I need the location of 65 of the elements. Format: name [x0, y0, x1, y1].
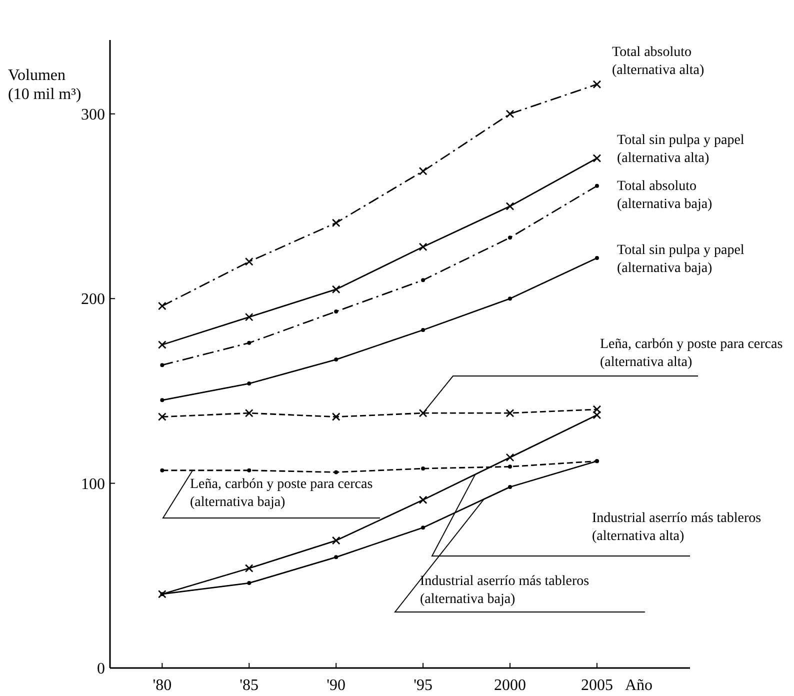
- point: [334, 470, 338, 474]
- point: [506, 453, 514, 462]
- point: [592, 405, 602, 414]
- y-tick-label: 0: [97, 660, 105, 678]
- point: [421, 466, 426, 471]
- x-tick-label: '80: [152, 677, 172, 694]
- series-label: Total sin pulpa y papel (alternativa alta): [617, 133, 744, 166]
- point: [506, 202, 514, 210]
- point: [418, 242, 428, 252]
- point: [158, 340, 166, 349]
- point: [506, 110, 514, 118]
- x-axis-title: Año: [624, 677, 653, 694]
- point: [418, 496, 428, 504]
- point: [247, 382, 252, 386]
- point: [247, 581, 252, 586]
- point: [158, 302, 166, 310]
- point: [160, 398, 164, 402]
- x-tick-label: '90: [326, 677, 346, 694]
- point: [332, 412, 340, 421]
- point: [158, 590, 166, 598]
- y-axis-title: Volumen (10 mil m³): [8, 67, 82, 103]
- point: [244, 564, 254, 572]
- text: Industrial aserrío más tableros (alternativa baja): [420, 574, 590, 607]
- series-label: Total sin pulpa y papel (alternativa baja): [617, 243, 744, 276]
- point: [421, 526, 426, 530]
- point: [158, 412, 166, 421]
- point: [247, 468, 252, 472]
- point: [421, 278, 426, 282]
- point: [592, 410, 602, 420]
- y-tick-label: 100: [81, 476, 105, 493]
- point: [332, 536, 340, 545]
- point: [508, 296, 512, 301]
- point: [418, 166, 428, 176]
- point: [160, 468, 164, 472]
- series-label: Total absoluto (alternativa alta): [612, 45, 704, 78]
- point: [244, 312, 254, 322]
- x-tick-label: '85: [240, 677, 259, 694]
- point: [334, 310, 338, 314]
- point: [418, 408, 428, 418]
- point: [244, 257, 254, 266]
- point: [244, 408, 254, 418]
- x-tick-label: 2000: [494, 677, 526, 694]
- x-tick-label: 2005: [580, 677, 613, 694]
- point: [592, 80, 602, 89]
- point: [247, 340, 252, 345]
- point: [421, 328, 426, 332]
- x-tick-label: '95: [414, 677, 432, 694]
- series-label: Total absoluto (alternativa baja): [617, 179, 713, 212]
- point: [508, 464, 512, 469]
- point: [332, 285, 340, 294]
- point: [332, 218, 340, 228]
- point: [594, 184, 599, 188]
- point: [594, 256, 599, 260]
- point: [592, 154, 602, 162]
- y-tick-label: 200: [81, 291, 105, 308]
- text: Industrial aserrío más tableros (alternativa alta): [592, 511, 762, 544]
- text: Leña, carbón y poste para cercas (alternativa alta): [600, 337, 783, 370]
- point: [508, 484, 512, 489]
- point: [506, 408, 514, 418]
- point: [160, 363, 164, 368]
- point: [334, 358, 338, 362]
- point: [508, 236, 512, 240]
- point: [334, 555, 338, 560]
- y-tick-label: 300: [81, 106, 105, 124]
- series-label: Leña, carbón y poste para cercas (alternativa baja): [190, 477, 373, 510]
